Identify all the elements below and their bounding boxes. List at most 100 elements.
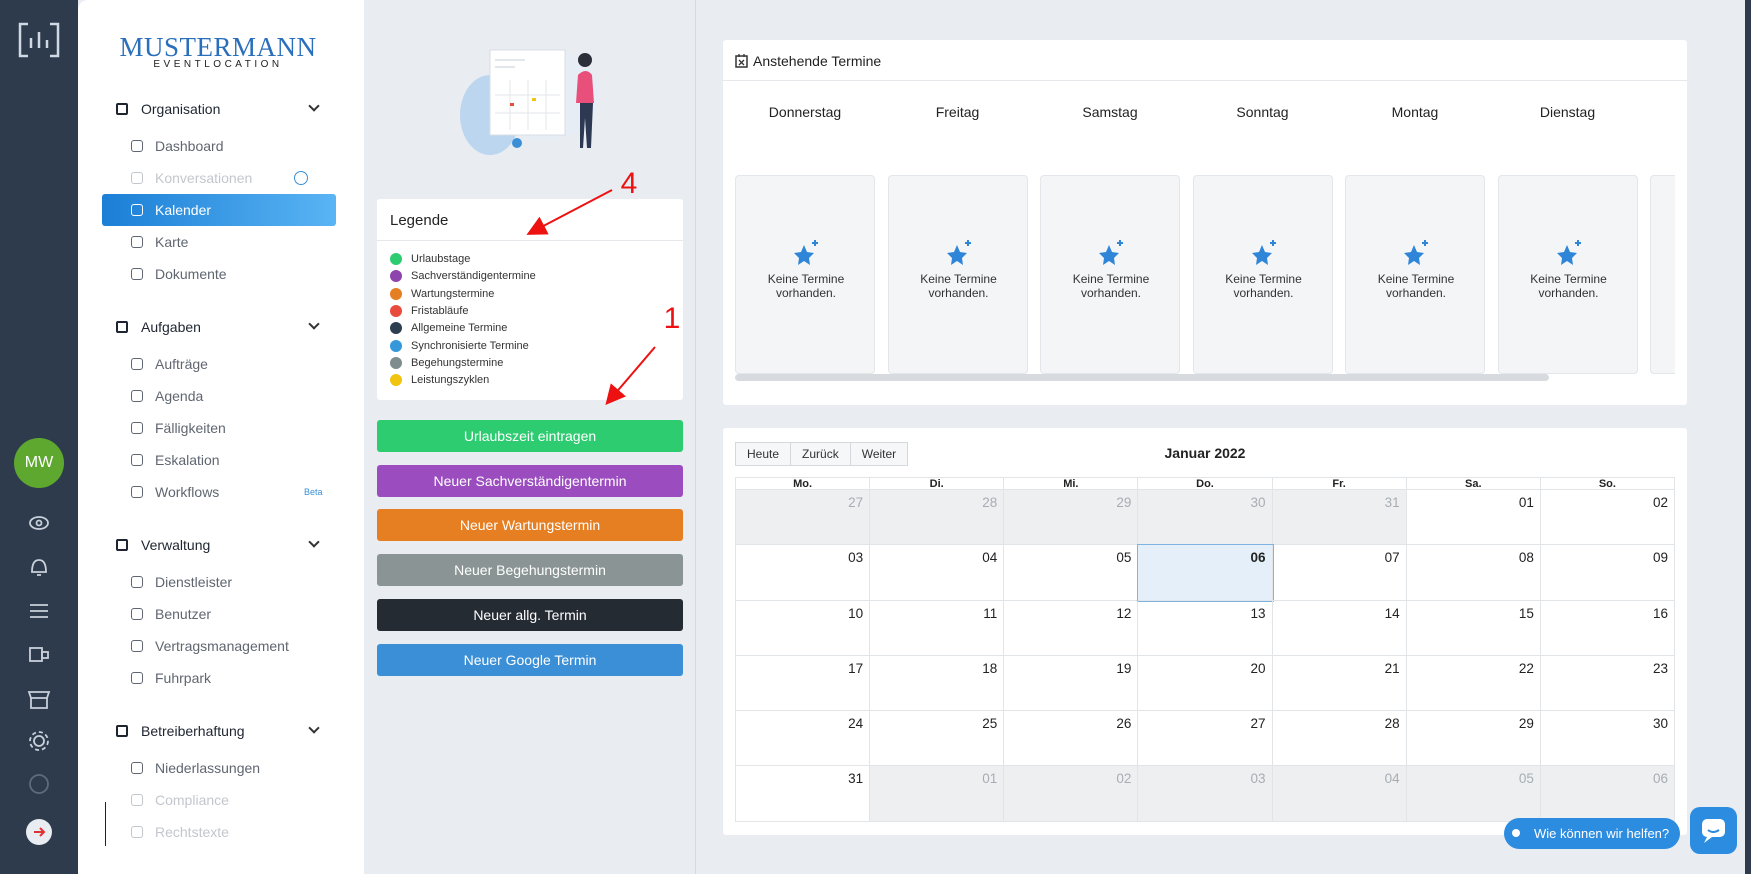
day-cell[interactable]: 24 — [736, 711, 871, 767]
day-cell[interactable]: 03 — [1138, 766, 1273, 822]
nav-item[interactable]: Eskalation — [155, 452, 220, 468]
day-cell[interactable]: 04 — [1272, 766, 1407, 822]
day-cell[interactable]: 27 — [1138, 711, 1273, 767]
legend-label: Begehungstermine — [411, 356, 504, 369]
nav-icon — [131, 640, 143, 652]
action-button[interactable]: Neuer Wartungstermin — [377, 509, 683, 542]
day-cell[interactable]: 31 — [1272, 490, 1407, 546]
day-cell[interactable]: 25 — [870, 711, 1005, 767]
legend-label: Wartungstermine — [411, 287, 495, 300]
nav-icon — [131, 486, 143, 498]
day-cell[interactable]: 28 — [870, 490, 1005, 546]
day-cell[interactable]: 13 — [1138, 600, 1273, 656]
day-cell[interactable]: 16 — [1540, 600, 1675, 656]
day-cell[interactable]: 05 — [1406, 766, 1541, 822]
day-cell[interactable]: 21 — [1272, 655, 1407, 712]
day-cell[interactable]: 01 — [870, 766, 1005, 822]
day-cell[interactable]: 20 — [1138, 655, 1273, 712]
day-cell[interactable]: 29 — [1406, 711, 1541, 767]
day-cell[interactable]: 04 — [870, 545, 1005, 601]
nav-item[interactable]: Dienstleister — [155, 574, 233, 590]
day-cell[interactable]: 06 — [1540, 766, 1675, 822]
action-button[interactable]: Neuer Sachverständigentermin — [377, 464, 683, 497]
calendar-nav-button[interactable]: Weiter — [849, 442, 909, 466]
calendar-nav-button[interactable]: Heute — [735, 442, 792, 466]
sparkle-icon — [1099, 240, 1123, 265]
nav-item[interactable]: Niederlassungen — [155, 760, 261, 776]
day-cell[interactable]: 30 — [1540, 711, 1675, 767]
nav-section[interactable]: Verwaltung — [141, 537, 211, 553]
chat-icon — [1702, 819, 1725, 843]
action-button[interactable]: Neuer allg. Termin — [377, 598, 683, 631]
day-message: Keine Termine vorhanden. — [767, 272, 845, 300]
day-cell[interactable]: 02 — [1004, 766, 1139, 822]
nav-item[interactable]: Kalender — [155, 202, 212, 218]
day-cell[interactable]: 22 — [1406, 655, 1541, 712]
day-cell[interactable]: 27 — [736, 490, 871, 546]
day-cell[interactable]: 26 — [1004, 711, 1139, 767]
day-message: Keine Termine vorhanden. — [920, 272, 997, 300]
chat-prompt[interactable]: Wie können wir helfen? — [1504, 818, 1680, 849]
nav-section[interactable]: Betreiberhaftung — [141, 723, 245, 739]
day-cell[interactable]: 05 — [1004, 545, 1139, 601]
chat-dot — [1512, 829, 1520, 837]
nav-item[interactable]: Karte — [155, 234, 189, 250]
day-cell[interactable]: 28 — [1272, 711, 1407, 767]
day-cell[interactable]: 19 — [1004, 655, 1139, 712]
nav-item[interactable]: Dokumente — [155, 266, 227, 282]
day-card — [1650, 175, 1675, 374]
day-card: Keine Termine vorhanden. — [1192, 175, 1333, 374]
weekday-label: Sonntag — [1236, 104, 1289, 120]
nav-item[interactable]: Konversationen — [155, 170, 253, 186]
day-cell[interactable]: 14 — [1272, 600, 1407, 656]
nav-icon — [131, 826, 143, 838]
day-cell[interactable]: 06 — [1137, 544, 1274, 602]
day-cell[interactable]: 07 — [1272, 545, 1407, 601]
nav-item[interactable]: Dashboard — [155, 138, 224, 154]
nav-item[interactable]: Compliance — [155, 792, 229, 808]
legend-label: Sachverständigentermine — [411, 270, 536, 283]
nav-section[interactable]: Aufgaben — [141, 319, 201, 335]
nav-item[interactable]: Benutzer — [155, 606, 212, 622]
nav-item[interactable]: Rechtstexte — [155, 824, 229, 840]
nav-item[interactable]: Aufträge — [155, 356, 208, 372]
day-cell[interactable]: 23 — [1540, 655, 1675, 712]
day-card: Keine Termine vorhanden. — [1345, 175, 1485, 374]
day-cell[interactable]: 17 — [736, 655, 871, 712]
day-cell[interactable]: 09 — [1540, 545, 1675, 601]
day-cell[interactable]: 10 — [736, 600, 871, 656]
day-cell[interactable]: 18 — [870, 655, 1005, 712]
day-cell[interactable]: 02 — [1540, 490, 1675, 546]
day-cell[interactable]: 15 — [1406, 600, 1541, 656]
day-cell[interactable]: 08 — [1406, 545, 1541, 601]
day-cell[interactable]: 30 — [1138, 490, 1273, 546]
sparkle-icon — [794, 240, 818, 265]
nav-item[interactable]: Fälligkeiten — [155, 420, 226, 436]
day-cell[interactable]: 11 — [870, 600, 1005, 656]
day-message: Keine Termine vorhanden. — [1377, 272, 1455, 300]
day-cell[interactable]: 29 — [1004, 490, 1139, 546]
column-divider — [695, 0, 696, 874]
nav-item[interactable]: Workflows — [155, 484, 220, 500]
day-cell[interactable]: 12 — [1004, 600, 1139, 656]
day-cell[interactable]: 01 — [1406, 490, 1541, 546]
calendar-nav-button[interactable]: Zurück — [790, 442, 851, 466]
nav-item[interactable]: Vertragsmanagement — [155, 638, 289, 654]
day-card: Keine Termine vorhanden. — [887, 175, 1028, 374]
legend-swatch — [390, 356, 402, 369]
day-message: Keine Termine vorhanden. — [1530, 272, 1607, 300]
chat-button[interactable] — [1690, 807, 1737, 854]
nav-section-icon — [116, 103, 128, 115]
day-cell[interactable]: 03 — [736, 545, 871, 601]
nav-item[interactable]: Fuhrpark — [155, 670, 212, 686]
scrollbar[interactable] — [735, 374, 1549, 381]
chat-label: Wie können wir helfen? — [1534, 826, 1670, 841]
legend-swatch — [390, 253, 402, 265]
weekday-label: Montag — [1391, 104, 1439, 120]
nav-section[interactable]: Organisation — [141, 101, 221, 117]
action-button[interactable]: Urlaubszeit eintragen — [377, 420, 683, 452]
day-cell[interactable]: 31 — [736, 766, 871, 822]
action-button[interactable]: Neuer Begehungstermin — [377, 554, 683, 587]
nav-item[interactable]: Agenda — [155, 388, 204, 404]
action-button[interactable]: Neuer Google Termin — [377, 643, 683, 676]
